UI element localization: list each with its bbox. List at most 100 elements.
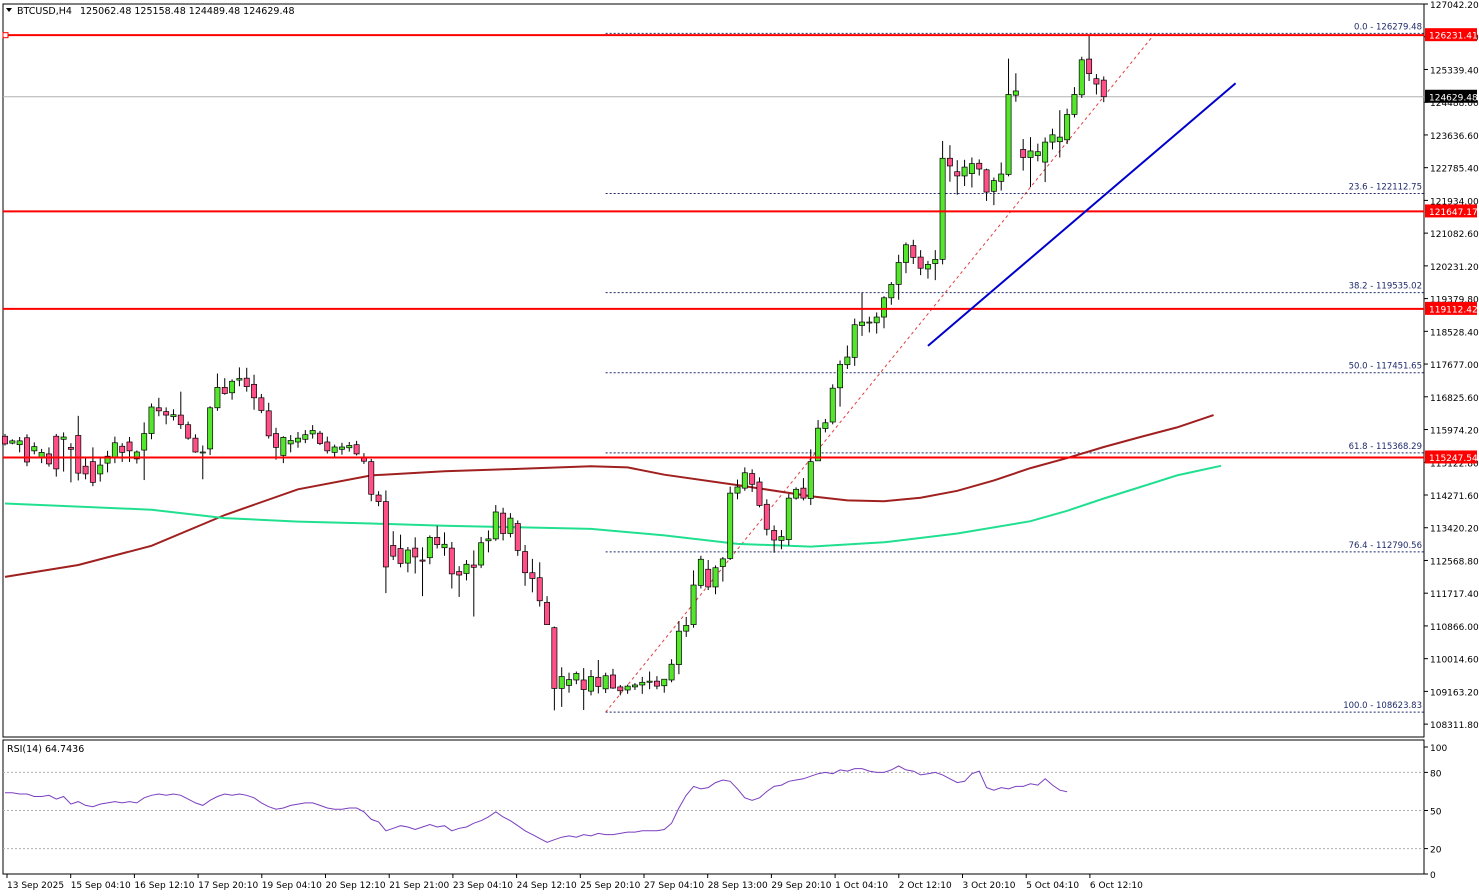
symbol-label: BTCUSD,H4	[17, 6, 72, 17]
candle-body	[331, 446, 338, 453]
candle-body	[763, 503, 770, 530]
candle-body	[734, 486, 741, 494]
candle-body	[258, 397, 265, 411]
time-tick-label: 23 Sep 04:10	[453, 881, 513, 891]
candle-body	[375, 494, 382, 502]
candle-body	[463, 563, 470, 574]
candle-body	[822, 422, 829, 429]
candle-body	[192, 437, 199, 453]
candle-body	[785, 497, 792, 541]
main-panel-frame	[2, 3, 1425, 738]
candle-body	[280, 437, 287, 456]
candle-body	[683, 625, 690, 632]
candle-body	[1034, 151, 1041, 156]
candle-body	[441, 543, 448, 549]
current-price-box	[1425, 89, 1477, 103]
candle-body	[478, 542, 485, 566]
candle-body	[602, 675, 609, 690]
price-tick-label: 113420.20	[1430, 525, 1479, 535]
price-tick-label: 127042.20	[1430, 1, 1479, 11]
candle-body	[837, 363, 844, 389]
candle-body	[924, 264, 931, 270]
time-tick-label: 28 Sep 13:00	[708, 881, 768, 891]
time-tick-label: 25 Sep 20:10	[580, 881, 640, 891]
candle-body	[961, 166, 968, 177]
key-level-price-label: 121647.17	[1429, 208, 1478, 218]
candle-body	[661, 678, 668, 687]
candle-body	[939, 157, 946, 260]
rsi-tick-label: 100	[1430, 744, 1447, 754]
price-tick-label: 121082.60	[1430, 230, 1479, 240]
candle-body	[243, 377, 250, 387]
candle-body	[514, 523, 521, 551]
time-tick-label: 2 Oct 12:10	[899, 881, 952, 891]
candle-body	[67, 447, 74, 450]
candle-body	[558, 676, 565, 689]
candle-body	[873, 316, 880, 324]
candle-body	[111, 442, 118, 458]
candle-body	[653, 680, 660, 687]
time-tick-label: 5 Oct 04:10	[1026, 881, 1079, 891]
candle-body	[229, 380, 236, 394]
candle-body	[976, 162, 983, 170]
rsi-panel-frame	[2, 739, 1425, 875]
candle-body	[588, 676, 594, 692]
price-tick-label: 119379.80	[1430, 296, 1479, 306]
candle-body	[104, 455, 111, 464]
candle-body	[1056, 136, 1063, 143]
candle-body	[456, 571, 463, 576]
candle-body	[771, 530, 778, 541]
candle-body	[53, 435, 60, 470]
price-tick-label: 118528.40	[1430, 328, 1479, 338]
price-tick-label: 116825.60	[1430, 394, 1479, 404]
candle-body	[1100, 79, 1107, 98]
current-price-label: 124629.48	[1429, 93, 1478, 103]
key-level-price-box	[1425, 28, 1477, 42]
candle-body	[236, 378, 243, 381]
price-tick-label: 111717.40	[1430, 590, 1479, 600]
fib-level-label: 76.4 - 112790.56	[1349, 541, 1422, 551]
time-tick-label: 19 Sep 04:10	[262, 881, 322, 891]
key-level-price-label: 126231.41	[1429, 32, 1478, 42]
candle-body	[485, 538, 492, 542]
candle-body	[404, 549, 411, 564]
candle-body	[932, 259, 939, 264]
time-tick-label: 6 Oct 12:10	[1090, 881, 1143, 891]
candle-body	[595, 676, 602, 687]
time-tick-label: 3 Oct 20:10	[963, 881, 1016, 891]
candle-body	[881, 297, 887, 318]
fib-level-label: 0.0 - 126279.48	[1354, 22, 1422, 32]
time-tick-label: 16 Sep 12:10	[134, 881, 194, 891]
candle-body	[859, 321, 865, 326]
candle-body	[287, 440, 294, 445]
rsi-label: RSI(14) 64.7436	[7, 744, 84, 755]
time-tick-label: 24 Sep 12:10	[517, 881, 577, 891]
candle-body	[9, 440, 16, 444]
candle-body	[690, 584, 697, 625]
candle-body	[155, 407, 162, 412]
time-tick-label: 17 Sep 20:10	[198, 881, 258, 891]
candle-body	[580, 679, 587, 690]
fib-level-label: 100.0 - 108623.83	[1343, 701, 1422, 711]
candle-body	[793, 488, 800, 499]
candle-body	[31, 446, 38, 452]
candle-body	[1064, 114, 1071, 141]
candle-body	[492, 511, 499, 540]
candle-body	[1086, 58, 1093, 75]
candle-body	[639, 681, 646, 686]
candle-body	[45, 453, 52, 465]
time-tick-label: 29 Sep 20:10	[771, 881, 831, 891]
candle-body	[324, 441, 331, 452]
candle-body	[610, 674, 616, 689]
candle-body	[295, 437, 301, 443]
candle-body	[903, 244, 909, 263]
candle-body	[16, 440, 23, 446]
price-tick-label: 121934.00	[1430, 197, 1479, 207]
candle-body	[309, 430, 316, 435]
candle-body	[251, 383, 257, 399]
candle-body	[1005, 94, 1012, 175]
candle-body	[419, 559, 426, 562]
candle-body	[148, 406, 155, 434]
